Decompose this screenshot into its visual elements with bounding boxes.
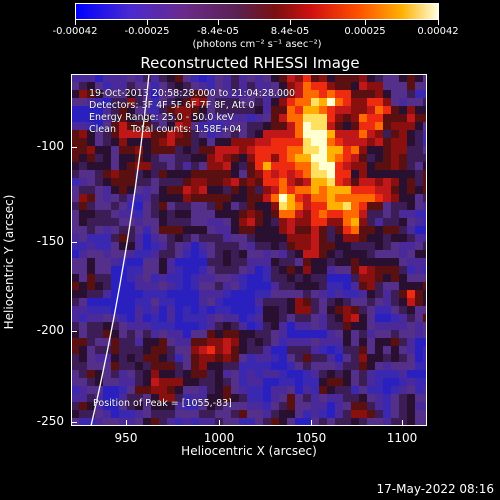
colorbar-units: (photons cm⁻² s⁻¹ asec⁻²) xyxy=(192,39,322,50)
colorbar-tick xyxy=(147,20,148,25)
colorbar-tick xyxy=(290,20,291,25)
info-time-range: 19-Oct-2013 20:58:28.000 to 21:04:28.000 xyxy=(89,88,296,99)
info-energy-range: Energy Range: 25.0 - 50.0 keV xyxy=(89,112,234,123)
timestamp: 17-May-2022 08:16 xyxy=(376,482,494,496)
x-tick-label: 1100 xyxy=(386,431,418,445)
x-tick-label: 950 xyxy=(114,431,138,445)
colorbar-tick xyxy=(365,20,366,25)
image-canvas xyxy=(71,74,427,426)
rhessi-image: 19-Oct-2013 20:58:28.000 to 21:04:28.000… xyxy=(71,74,427,426)
plot-frame xyxy=(71,74,427,426)
colorbar-tick-label: -0.00025 xyxy=(124,26,170,37)
colorbar-tick xyxy=(218,20,219,25)
y-tick-mark xyxy=(71,422,77,423)
colorbar-tick-label: -0.00042 xyxy=(52,26,98,37)
x-axis-label: Heliocentric X (arcsec) xyxy=(181,444,317,458)
colorbar xyxy=(75,3,439,20)
y-tick-mark xyxy=(71,147,77,148)
plot-title: Reconstructed RHESSI Image xyxy=(140,54,360,72)
x-tick-mark xyxy=(311,420,312,426)
y-tick-mark xyxy=(71,242,77,243)
y-tick-label: -150 xyxy=(36,234,64,248)
colorbar-tick xyxy=(438,20,439,25)
solar-limb-line xyxy=(90,74,150,426)
y-tick-label: -200 xyxy=(36,323,64,337)
info-clean-counts: Clean Total counts: 1.58E+04 xyxy=(89,124,242,135)
x-tick-mark xyxy=(219,420,220,426)
y-axis-label: Heliocentric Y (arcsec) xyxy=(2,194,16,330)
colorbar-tick xyxy=(75,20,76,25)
y-tick-label: -100 xyxy=(36,139,64,153)
info-detectors: Detectors: 3F 4F 5F 6F 7F 8F, Att 0 xyxy=(89,100,255,111)
x-tick-mark xyxy=(126,420,127,426)
colorbar-tick-label: -8.4e-05 xyxy=(197,26,239,37)
y-tick-label: -250 xyxy=(36,414,64,428)
colorbar-tick-label: 0.00025 xyxy=(344,26,386,37)
x-tick-mark xyxy=(402,420,403,426)
x-tick-label: 1050 xyxy=(295,431,327,445)
y-tick-mark xyxy=(71,331,77,332)
colorbar-tick-label: 0.00042 xyxy=(417,26,459,37)
info-peak-position: Position of Peak = [1055,-83] xyxy=(93,398,232,409)
x-tick-label: 1000 xyxy=(203,431,235,445)
colorbar-tick-label: 8.4e-05 xyxy=(270,26,310,37)
